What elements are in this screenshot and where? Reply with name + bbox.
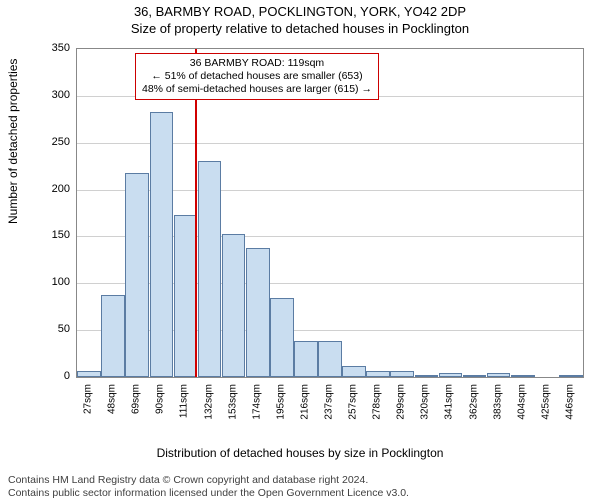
y-axis-title: Number of detached properties [6,59,20,224]
x-tick-label: 216sqm [299,384,310,420]
histogram-bar [390,371,414,377]
footer-attribution: Contains HM Land Registry data © Crown c… [8,474,409,500]
histogram-bar [559,375,583,377]
annotation-line-1: 36 BARMBY ROAD: 119sqm [142,57,372,70]
x-tick-label: 48sqm [107,384,118,414]
y-tick-label: 50 [34,323,70,335]
footer-line-2: Contains public sector information licen… [8,487,409,500]
histogram-bar [487,373,511,377]
histogram-bar [511,375,535,377]
x-tick-label: 27sqm [83,384,94,414]
histogram-bar [270,298,294,377]
histogram-bar [174,215,198,377]
histogram-bar [125,173,149,377]
x-tick-label: 132sqm [203,384,214,420]
annotation-line-2: ← 51% of detached houses are smaller (65… [142,70,372,83]
histogram-bar [150,112,174,377]
x-tick-label: 446sqm [564,384,575,420]
page-subtitle: Size of property relative to detached ho… [0,21,600,36]
x-tick-label: 341sqm [444,384,455,420]
x-tick-label: 278sqm [372,384,383,420]
histogram-bar [101,295,125,377]
x-tick-label: 111sqm [179,384,190,418]
histogram-bar [415,375,439,377]
annotation-line-3: 48% of semi-detached houses are larger (… [142,83,372,96]
x-tick-label: 404sqm [516,384,527,420]
histogram-bar [77,371,101,377]
x-tick-label: 383sqm [492,384,503,420]
x-tick-label: 153sqm [227,384,238,420]
y-tick-label: 250 [34,136,70,148]
y-tick-label: 150 [34,229,70,241]
footer-line-1: Contains HM Land Registry data © Crown c… [8,474,409,487]
x-tick-label: 174sqm [251,384,262,420]
x-tick-label: 195sqm [275,384,286,420]
histogram-bar [342,366,366,377]
x-tick-label: 362sqm [468,384,479,420]
y-tick-label: 300 [34,89,70,101]
plot-area: 36 BARMBY ROAD: 119sqm← 51% of detached … [76,48,584,378]
histogram-bar [463,375,487,377]
x-tick-label: 69sqm [131,384,142,414]
histogram-bar [222,234,246,377]
histogram-bar [366,371,390,377]
histogram-bar [318,341,342,377]
histogram-bar [294,341,318,377]
histogram-bar [439,373,463,377]
y-tick-label: 200 [34,183,70,195]
x-tick-label: 90sqm [155,384,166,414]
x-tick-label: 257sqm [348,384,359,420]
x-tick-label: 425sqm [540,384,551,420]
y-tick-label: 350 [34,42,70,54]
x-axis-title: Distribution of detached houses by size … [0,446,600,460]
histogram-bar [198,161,222,377]
x-tick-label: 320sqm [420,384,431,420]
histogram-bar [246,248,270,377]
x-tick-label: 299sqm [396,384,407,420]
y-tick-label: 100 [34,276,70,288]
annotation-box: 36 BARMBY ROAD: 119sqm← 51% of detached … [135,53,379,100]
page-title: 36, BARMBY ROAD, POCKLINGTON, YORK, YO42… [0,4,600,19]
plot-wrap: 36 BARMBY ROAD: 119sqm← 51% of detached … [52,48,584,408]
y-tick-label: 0 [34,370,70,382]
x-tick-label: 237sqm [324,384,335,420]
